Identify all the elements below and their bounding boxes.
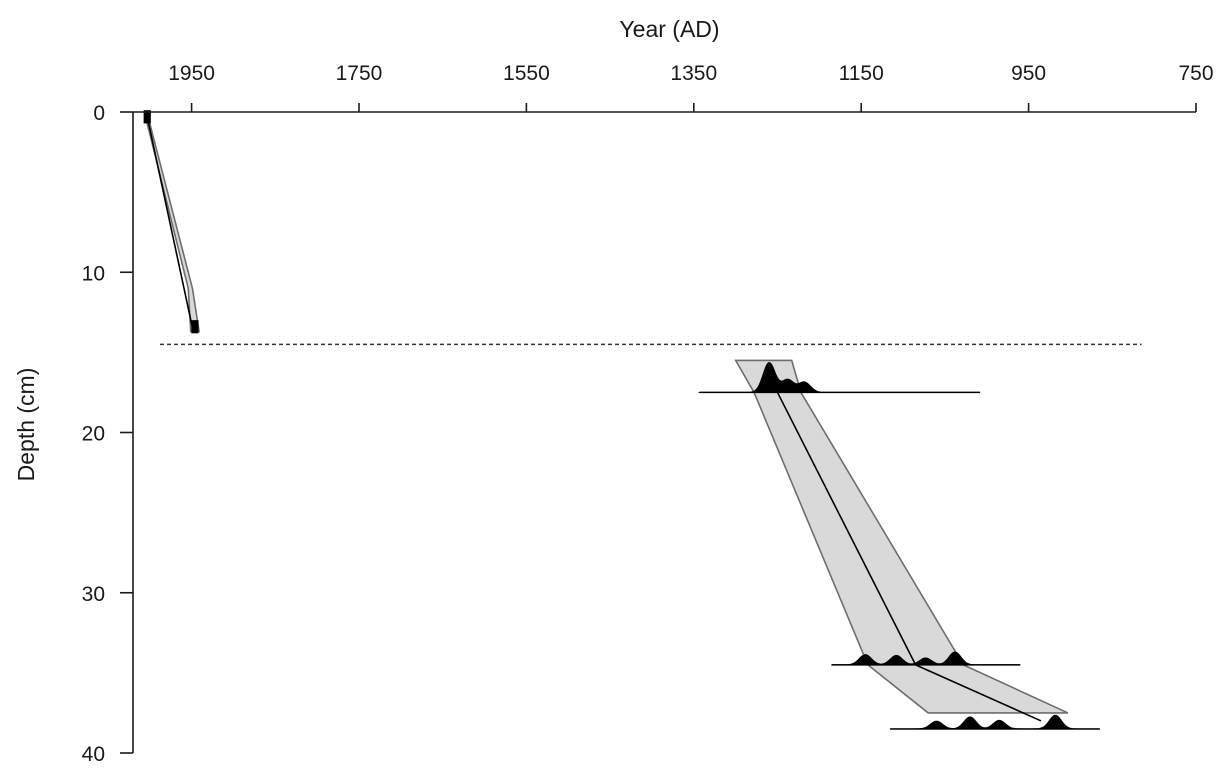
calibrated-date-distributions [143, 110, 1100, 730]
y-tick-label-40: 40 [82, 743, 105, 766]
x-tick-label-1750: 1750 [336, 62, 383, 85]
x-tick-label-950: 950 [1011, 62, 1046, 85]
x-axis-title: Year (AD) [619, 16, 719, 42]
y-tick-label-20: 20 [82, 423, 105, 446]
x-tick-label-1950: 1950 [168, 62, 215, 85]
lower-age-band [734, 359, 1069, 714]
calibrated-date-pdf-2 [889, 714, 1100, 730]
y-tick-label-0: 0 [93, 102, 105, 125]
y-tick-label-30: 30 [82, 583, 105, 606]
x-tick-label-1550: 1550 [503, 62, 550, 85]
age-uncertainty-bands [144, 116, 1069, 714]
upper-date-marker-0 [143, 110, 151, 124]
axes: 1950 1750 1550 1350 1150 950 750 0 10 20 30 40 [82, 62, 1214, 766]
y-axis-title: Depth (cm) [13, 368, 39, 482]
x-tick-label-1350: 1350 [670, 62, 717, 85]
upper-date-marker-1 [191, 320, 199, 334]
y-tick-label-10: 10 [82, 262, 105, 285]
x-tick-label-1150: 1150 [839, 62, 884, 85]
upper-median-line [146, 116, 195, 332]
x-tick-label-750: 750 [1178, 62, 1213, 85]
